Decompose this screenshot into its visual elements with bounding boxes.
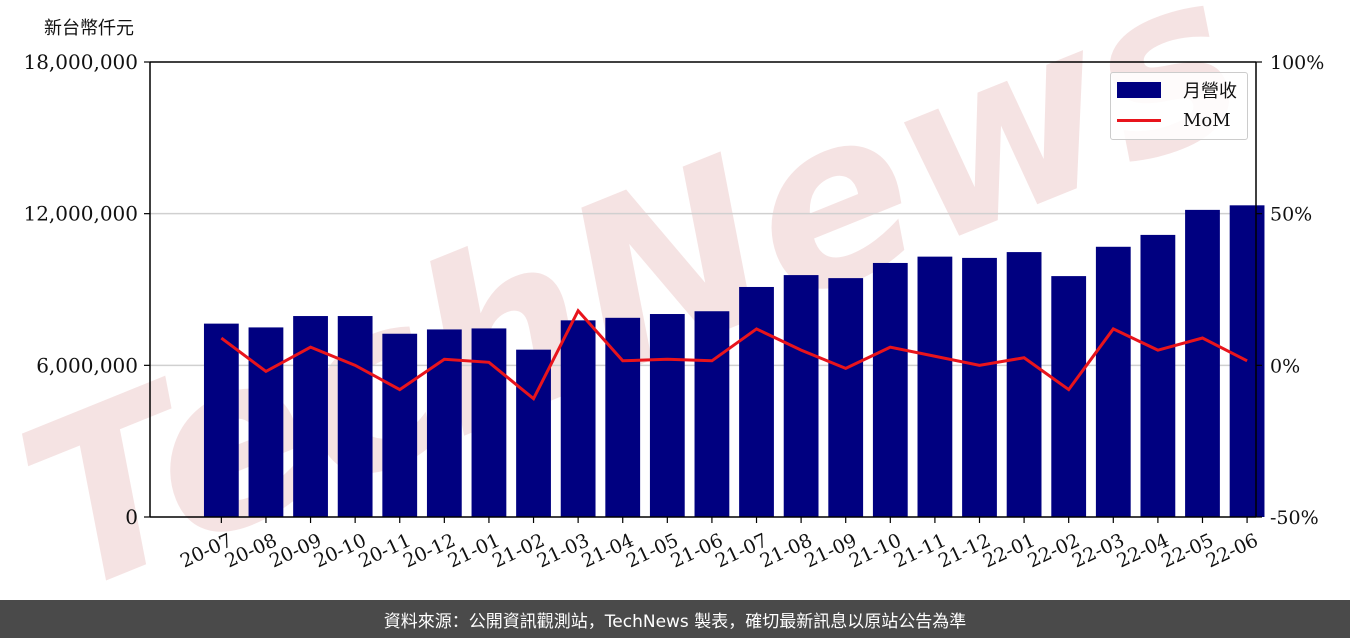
mom-line (220, 308, 1248, 402)
bar (248, 327, 284, 517)
bar (605, 317, 641, 517)
bar (337, 316, 373, 517)
legend-label-mom: MoM (1183, 109, 1231, 131)
bar (783, 275, 819, 517)
legend-item-revenue: 月營收 (1117, 77, 1237, 103)
bar (382, 333, 418, 517)
left-tick-label: 6,000,000 (36, 353, 138, 377)
bar-series (203, 205, 1265, 518)
bar (649, 314, 685, 517)
left-tick-label: 18,000,000 (23, 50, 138, 74)
bar (1051, 276, 1087, 517)
mom-line-series (220, 308, 1248, 402)
bar (471, 328, 507, 517)
bar (962, 257, 997, 517)
left-tick-label: 12,000,000 (23, 202, 138, 226)
legend-line-swatch (1117, 118, 1161, 122)
right-tick-label: 0% (1270, 355, 1300, 377)
revenue-chart: TechNews 06,000,00012,000,00018,000,000-… (0, 0, 1324, 600)
source-footer: 資料來源：公開資訊觀測站，TechNews 製表，確切最新訊息以原站公告為準 (0, 600, 1350, 638)
right-tick-label: -50% (1270, 507, 1319, 529)
legend-bar-swatch (1117, 82, 1161, 98)
legend-label-revenue: 月營收 (1183, 81, 1237, 102)
legend: 月營收 MoM (1110, 72, 1248, 140)
bar (872, 262, 908, 517)
bar (203, 323, 239, 517)
unit-label: 新台幣仟元 (44, 18, 134, 39)
bar (1006, 252, 1042, 518)
axes (149, 61, 1257, 518)
bar (1229, 205, 1265, 517)
bar (1095, 246, 1131, 517)
bar (426, 329, 462, 517)
bar (694, 311, 730, 517)
bar (828, 278, 864, 517)
left-tick-label: 0 (125, 505, 138, 529)
legend-item-mom: MoM (1117, 107, 1231, 133)
bar (917, 256, 953, 517)
bar (1140, 234, 1176, 517)
right-tick-label: 50% (1270, 204, 1312, 226)
x-tick-label: 22-06 (1203, 529, 1262, 572)
bar (560, 320, 596, 517)
right-tick-label: 100% (1270, 52, 1324, 74)
bar (739, 286, 774, 517)
bar (1185, 209, 1220, 517)
bar (293, 316, 328, 517)
